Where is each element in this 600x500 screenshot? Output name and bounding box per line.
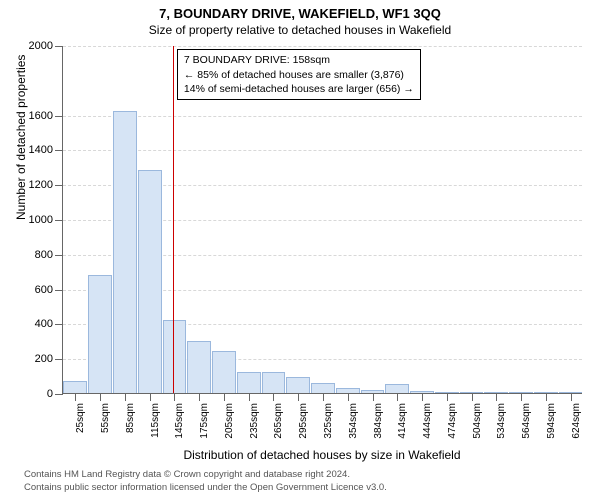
x-tick (150, 393, 151, 401)
chart-title: 7, BOUNDARY DRIVE, WAKEFIELD, WF1 3QQ (0, 0, 600, 21)
x-tick-label: 384sqm (373, 403, 384, 439)
y-tick (55, 324, 63, 325)
annotation-line: 14% of semi-detached houses are larger (… (184, 82, 414, 96)
x-tick-label: 504sqm (472, 403, 483, 439)
footer-line-2: Contains public sector information licen… (24, 482, 387, 494)
histogram-bar (262, 372, 286, 393)
x-tick-label: 414sqm (397, 403, 408, 439)
x-tick (100, 393, 101, 401)
y-tick-label: 1000 (29, 214, 53, 226)
histogram-bar (237, 372, 261, 393)
x-tick (174, 393, 175, 401)
y-tick (55, 116, 63, 117)
histogram-bar (138, 170, 162, 393)
x-tick (323, 393, 324, 401)
footer-attribution: Contains HM Land Registry data © Crown c… (24, 469, 387, 494)
y-tick-label: 1200 (29, 179, 53, 191)
x-tick-label: 175sqm (199, 403, 210, 439)
y-tick (55, 394, 63, 395)
annotation-line: ← 85% of detached houses are smaller (3,… (184, 68, 414, 82)
y-tick-label: 800 (35, 249, 53, 261)
x-tick-label: 235sqm (249, 403, 260, 439)
x-tick (125, 393, 126, 401)
histogram-bar (163, 320, 187, 393)
histogram-bar (113, 111, 137, 393)
x-axis-label: Distribution of detached houses by size … (62, 448, 582, 462)
x-tick (224, 393, 225, 401)
x-tick-label: 205sqm (224, 403, 235, 439)
y-tick (55, 359, 63, 360)
footer-line-1: Contains HM Land Registry data © Crown c… (24, 469, 387, 481)
y-tick-label: 1600 (29, 110, 53, 122)
chart-container: 7, BOUNDARY DRIVE, WAKEFIELD, WF1 3QQ Si… (0, 0, 600, 500)
y-tick (55, 220, 63, 221)
gridline (63, 150, 582, 151)
x-tick-label: 85sqm (125, 403, 136, 433)
x-tick (571, 393, 572, 401)
x-tick (348, 393, 349, 401)
y-tick-label: 600 (35, 284, 53, 296)
y-tick-label: 200 (35, 353, 53, 365)
x-tick-label: 115sqm (150, 403, 161, 438)
x-tick-label: 474sqm (447, 403, 458, 439)
histogram-bar (311, 383, 335, 393)
reference-line (173, 46, 174, 393)
x-tick-label: 354sqm (348, 403, 359, 439)
x-tick (397, 393, 398, 401)
y-tick (55, 290, 63, 291)
histogram-bar (88, 275, 112, 393)
x-tick-label: 564sqm (521, 403, 532, 439)
gridline (63, 46, 582, 47)
x-tick-label: 444sqm (422, 403, 433, 439)
x-tick-label: 25sqm (75, 403, 86, 433)
gridline (63, 116, 582, 117)
x-tick (496, 393, 497, 401)
histogram-bar (212, 351, 236, 393)
y-tick (55, 46, 63, 47)
x-tick (75, 393, 76, 401)
x-tick-label: 534sqm (496, 403, 507, 439)
x-tick (249, 393, 250, 401)
y-tick-label: 400 (35, 318, 53, 330)
chart-subtitle: Size of property relative to detached ho… (0, 21, 600, 41)
x-tick (298, 393, 299, 401)
x-tick-label: 145sqm (174, 403, 185, 439)
histogram-bar (187, 341, 211, 393)
y-tick (55, 255, 63, 256)
x-tick-label: 55sqm (100, 403, 111, 433)
x-tick-label: 295sqm (298, 403, 309, 439)
x-tick-label: 624sqm (571, 403, 582, 439)
histogram-bar (63, 381, 87, 393)
annotation-box: 7 BOUNDARY DRIVE: 158sqm← 85% of detache… (177, 49, 421, 100)
histogram-bar (286, 377, 310, 393)
x-tick-label: 265sqm (273, 403, 284, 439)
x-tick (422, 393, 423, 401)
y-tick (55, 185, 63, 186)
x-tick (199, 393, 200, 401)
y-tick-label: 2000 (29, 40, 53, 52)
y-tick-label: 1400 (29, 144, 53, 156)
x-tick-label: 594sqm (546, 403, 557, 439)
x-tick-label: 325sqm (323, 403, 334, 439)
x-tick (447, 393, 448, 401)
x-tick (373, 393, 374, 401)
plot-area: 02004006008001000120014001600200025sqm55… (62, 46, 582, 394)
y-tick-label: 0 (47, 388, 53, 400)
x-tick (472, 393, 473, 401)
y-axis-label: Number of detached properties (14, 55, 28, 220)
x-tick (546, 393, 547, 401)
annotation-line: 7 BOUNDARY DRIVE: 158sqm (184, 53, 414, 67)
y-tick (55, 150, 63, 151)
x-tick (273, 393, 274, 401)
histogram-bar (385, 384, 409, 393)
x-tick (521, 393, 522, 401)
